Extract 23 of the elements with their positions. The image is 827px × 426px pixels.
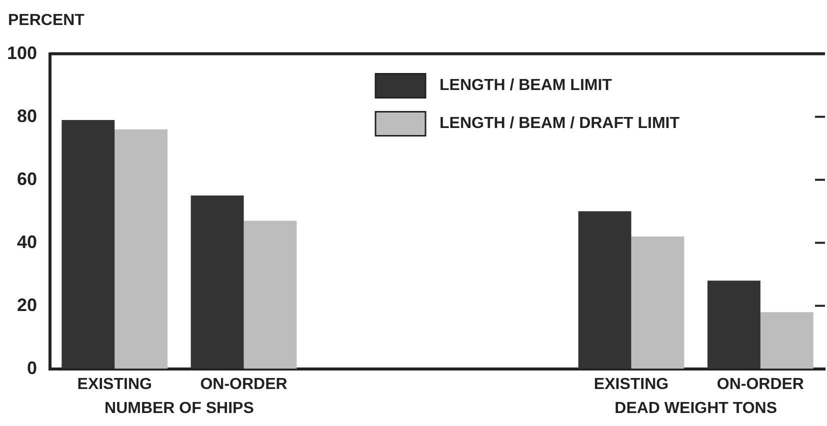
- text: NUMBER OF SHIPS: [104, 400, 254, 418]
- y-tick-label: 0: [27, 358, 38, 378]
- bar: [62, 120, 115, 369]
- y-axis-title: PERCENT: [8, 12, 84, 30]
- bar: [190, 196, 244, 369]
- y-tick-label: 100: [6, 42, 38, 63]
- x-tick-label: EXISTING: [594, 376, 669, 393]
- bar: [760, 312, 814, 369]
- y-tick-label: 60: [17, 168, 38, 189]
- x-tick-label: ON-ORDER: [200, 376, 288, 393]
- bar: [578, 211, 632, 369]
- y-tick-label: 20: [17, 294, 38, 315]
- x-tick-label: EXISTING: [77, 376, 152, 393]
- x-tick-label: ON-ORDER: [716, 376, 804, 393]
- legend-label: LENGTH / BEAM / DRAFT LIMIT: [440, 115, 680, 132]
- y-tick-label: 40: [17, 232, 38, 252]
- bar: [707, 280, 760, 369]
- bar: [244, 220, 297, 369]
- text: DEAD WEIGHT TONS: [614, 400, 778, 418]
- y-tick-label: 80: [17, 106, 38, 126]
- bar: [114, 129, 168, 369]
- legend-label: LENGTH / BEAM LIMIT: [440, 77, 612, 94]
- bar: [631, 236, 684, 369]
